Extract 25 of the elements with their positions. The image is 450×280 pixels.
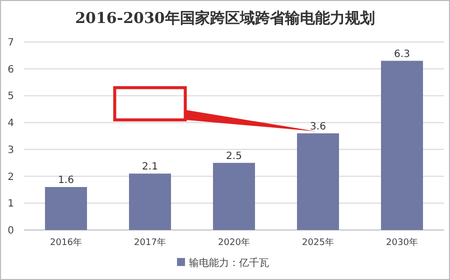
- data-label: 2.5: [226, 150, 242, 162]
- x-tick-label: 2030年: [386, 237, 418, 248]
- x-tick-label: 2017年: [134, 237, 166, 248]
- y-tick-label: 7: [8, 38, 14, 48]
- y-tick-label: 1: [8, 198, 14, 210]
- bar: [297, 133, 339, 230]
- bar: [45, 187, 87, 230]
- x-tick-label: 2025年: [302, 237, 334, 248]
- data-label: 2.1: [142, 162, 158, 173]
- y-tick-label: 2: [8, 172, 14, 183]
- x-tick-label: 2020年: [218, 237, 250, 248]
- x-tick-label: 2016年: [50, 237, 82, 248]
- legend-label: 输电能力：亿千瓦: [189, 257, 269, 269]
- bar: [213, 162, 255, 230]
- y-tick-label: 3: [8, 144, 14, 156]
- y-tick-label: 5: [8, 91, 14, 102]
- chart-title: 2016-2030年国家跨区域跨省输电能力规划: [75, 9, 375, 27]
- data-label: 3.6: [310, 121, 326, 132]
- bar: [129, 174, 171, 230]
- y-tick-label: 6: [8, 64, 14, 76]
- y-tick-label: 4: [8, 118, 14, 130]
- bar: [381, 60, 423, 230]
- data-label: 1.6: [58, 175, 74, 186]
- y-tick-label: 0: [8, 226, 14, 236]
- data-label: 6.3: [394, 48, 410, 60]
